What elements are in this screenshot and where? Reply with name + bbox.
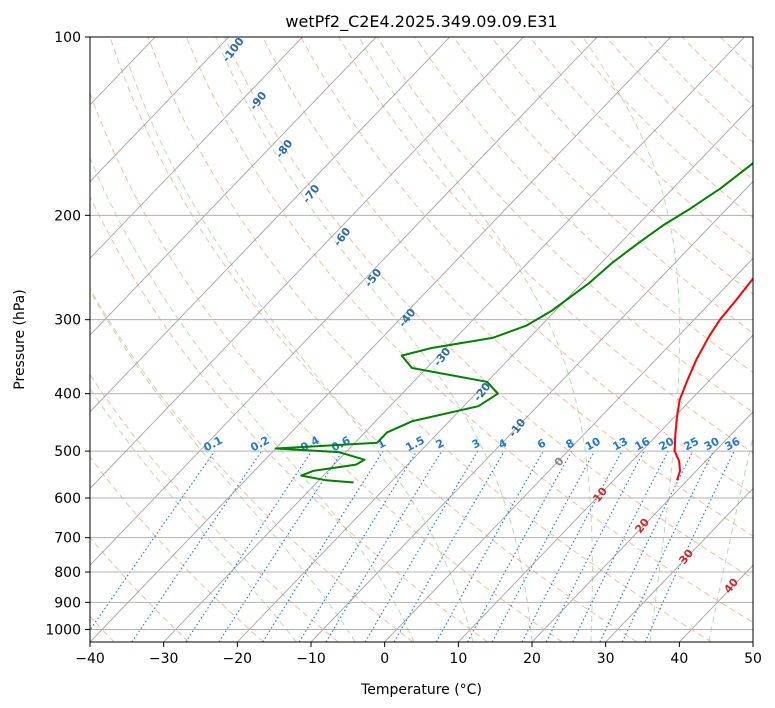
chart-title: wetPf2_C2E4.2025.349.09.09.E31 bbox=[285, 12, 557, 32]
dry-adiabat-line bbox=[147, 37, 712, 642]
isotherm-line bbox=[90, 37, 451, 413]
mixing-ratio-line bbox=[435, 450, 544, 642]
moist-adiabat-line bbox=[215, 37, 533, 642]
isotherm-line bbox=[605, 487, 753, 642]
mixing-ratio-line bbox=[185, 450, 313, 642]
mixing-ratio-label: 16 bbox=[633, 435, 653, 454]
isotherm-line bbox=[163, 37, 745, 642]
y-tick-label: 700 bbox=[54, 531, 81, 547]
x-tick-label: −40 bbox=[75, 651, 105, 667]
isotherm-line bbox=[90, 37, 377, 336]
mixing-ratio-line bbox=[545, 450, 645, 642]
moist-adiabat-line bbox=[582, 37, 681, 642]
dry-adiabat-line bbox=[376, 37, 753, 413]
mixing-ratio-label: 25 bbox=[681, 435, 701, 454]
dry-adiabat-line bbox=[452, 37, 753, 334]
pressure-gridlines bbox=[90, 37, 753, 630]
y-axis-ticks: 1000 900 800 700 600 500 400 300 200 100 bbox=[45, 30, 90, 638]
dewpoint-profile-line bbox=[274, 161, 753, 484]
dry-adiabat-line bbox=[90, 91, 563, 642]
y-tick-label: 300 bbox=[54, 313, 81, 329]
mixing-ratio-line bbox=[325, 450, 443, 642]
moist-adiabat-line bbox=[358, 37, 593, 642]
isotherm-line bbox=[384, 257, 753, 642]
moist-adiabat-line bbox=[90, 289, 356, 642]
moist-adiabat-line bbox=[127, 61, 474, 642]
y-tick-label: 200 bbox=[54, 208, 81, 224]
x-tick-label: 20 bbox=[523, 651, 541, 667]
x-axis-ticks: −40 −30 −20 −10 0 10 20 30 40 50 bbox=[75, 642, 762, 667]
profile-lines bbox=[274, 161, 753, 484]
isotherm-line bbox=[90, 37, 230, 183]
mixing-ratio-line bbox=[298, 450, 418, 642]
mixing-ratio-line bbox=[262, 450, 384, 642]
temperature-profile-line bbox=[673, 277, 753, 481]
y-axis-label: Pressure (hPa) bbox=[12, 289, 28, 389]
mixing-ratio-line bbox=[572, 450, 669, 642]
y-tick-label: 900 bbox=[54, 595, 81, 611]
mixing-ratio-line bbox=[90, 450, 216, 632]
x-axis-label: Temperature (°C) bbox=[360, 682, 482, 698]
isotherm-line bbox=[90, 37, 524, 490]
x-tick-label: −10 bbox=[296, 651, 326, 667]
x-tick-label: 30 bbox=[597, 651, 615, 667]
plot-area: 0.1 0.2 0.4 0.6 1 1.5 2 3 4 6 8 10 13 16 20 25 30 36 -100… bbox=[90, 37, 753, 642]
isotherm-line bbox=[458, 334, 753, 642]
dry-adiabat-line bbox=[185, 37, 753, 623]
mixing-ratio-label: 36 bbox=[723, 435, 743, 454]
plot-frame bbox=[89, 36, 754, 643]
y-tick-label: 1000 bbox=[45, 622, 81, 638]
isotherm-line bbox=[90, 37, 672, 642]
x-tick-label: −30 bbox=[149, 651, 179, 667]
x-tick-label: 10 bbox=[449, 651, 467, 667]
isotherm-line bbox=[310, 180, 753, 642]
y-tick-label: 600 bbox=[54, 491, 81, 507]
dry-adiabat-line bbox=[491, 37, 753, 295]
dry-adiabat-line bbox=[90, 195, 488, 642]
mixing-ratio-label: 20 bbox=[657, 435, 677, 454]
y-tick-label: 500 bbox=[54, 444, 81, 460]
y-tick-label: 100 bbox=[54, 30, 81, 46]
moist-adiabat-line bbox=[90, 156, 415, 642]
dry-adiabat-line bbox=[90, 456, 264, 642]
mixing-ratio-line bbox=[218, 450, 343, 642]
mixing-ratio-label: 13 bbox=[610, 435, 630, 454]
isotherm-line bbox=[237, 104, 753, 642]
x-tick-label: 40 bbox=[670, 651, 688, 667]
isotherm-line bbox=[90, 37, 303, 259]
mixing-ratio-lines bbox=[90, 450, 735, 642]
mixing-ratio-line bbox=[467, 450, 573, 642]
dry-adiabat-line bbox=[414, 37, 753, 374]
mixing-ratio-label: 10 bbox=[583, 435, 603, 454]
x-tick-label: 50 bbox=[744, 651, 762, 667]
mixing-ratio-line bbox=[131, 450, 263, 642]
dry-adiabat-line bbox=[109, 37, 638, 642]
isotherms bbox=[90, 37, 753, 642]
isotherm-line bbox=[531, 411, 753, 642]
y-tick-label: 800 bbox=[54, 565, 81, 581]
y-tick-label: 400 bbox=[54, 387, 81, 403]
x-tick-label: 0 bbox=[380, 651, 389, 667]
x-tick-label: −20 bbox=[223, 651, 253, 667]
mixing-ratio-label: 30 bbox=[702, 435, 722, 454]
isotherm-line bbox=[90, 37, 598, 566]
